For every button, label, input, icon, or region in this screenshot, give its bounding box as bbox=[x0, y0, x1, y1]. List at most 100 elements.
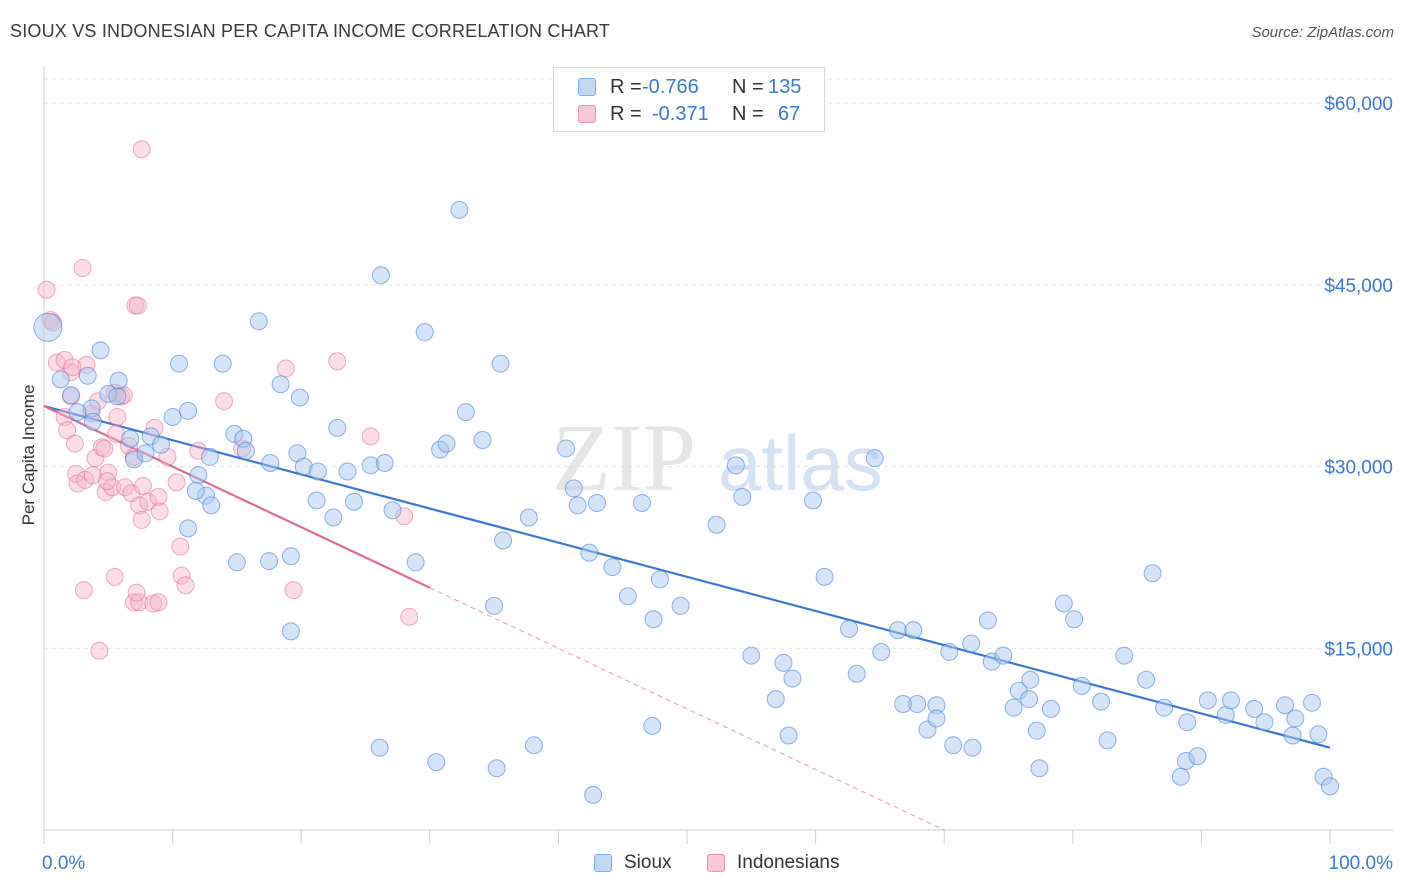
sioux-point bbox=[491, 354, 510, 373]
indonesians-point bbox=[108, 407, 127, 426]
sioux-point bbox=[742, 646, 761, 665]
sioux-point bbox=[603, 558, 622, 577]
legend-n-label: N = bbox=[732, 102, 764, 125]
indonesians-point bbox=[361, 427, 380, 446]
sioux-point bbox=[62, 386, 81, 405]
series-legend-sioux[interactable]: Sioux bbox=[594, 852, 672, 874]
sioux-point bbox=[83, 412, 102, 431]
indonesians-point bbox=[284, 581, 303, 600]
indonesians-point bbox=[167, 473, 186, 492]
sioux-point bbox=[485, 596, 504, 615]
legend-r-label: R = bbox=[610, 102, 642, 125]
y-axis-label: Per Capita Income bbox=[19, 385, 38, 526]
sioux-point bbox=[375, 453, 394, 472]
sioux-point bbox=[815, 567, 834, 586]
sioux-legend-label: Sioux bbox=[624, 852, 672, 873]
series-legend: Sioux Indonesians bbox=[0, 852, 1406, 878]
sioux-point bbox=[200, 447, 219, 466]
sioux-point bbox=[170, 354, 189, 373]
sioux-point bbox=[163, 407, 182, 426]
pink-points bbox=[37, 140, 419, 660]
sioux-point bbox=[437, 434, 456, 453]
sioux-point bbox=[774, 653, 793, 672]
sioux-point bbox=[1115, 646, 1134, 665]
indonesians-point bbox=[65, 434, 84, 453]
sioux-point bbox=[202, 496, 221, 515]
indonesians-point bbox=[328, 352, 347, 371]
sioux-point bbox=[344, 492, 363, 511]
sioux-point bbox=[213, 354, 232, 373]
sioux-point bbox=[186, 481, 205, 500]
sioux-point bbox=[450, 200, 469, 219]
sioux-point bbox=[587, 493, 606, 512]
sioux-point bbox=[33, 312, 63, 342]
indonesians-point bbox=[172, 566, 191, 585]
indonesians-point bbox=[86, 449, 105, 468]
sioux-point bbox=[904, 621, 923, 640]
sioux-point bbox=[236, 441, 255, 460]
sioux-point bbox=[1021, 670, 1040, 689]
indonesians-point bbox=[90, 641, 109, 660]
blue-points bbox=[33, 200, 1339, 804]
sioux-point bbox=[68, 403, 87, 422]
sioux-point bbox=[136, 444, 155, 463]
sioux-point bbox=[643, 716, 662, 735]
sioux-point bbox=[307, 491, 326, 510]
indonesians-point bbox=[128, 296, 147, 315]
sioux-point bbox=[179, 519, 198, 538]
sioux-point bbox=[908, 695, 927, 714]
sioux-point bbox=[324, 508, 343, 527]
sioux-point bbox=[406, 553, 425, 572]
legend-row-sioux: R = -0.766 N = 135 bbox=[578, 74, 801, 100]
legend-swatch-pink bbox=[578, 105, 596, 123]
sioux-point bbox=[927, 709, 946, 728]
sioux-point bbox=[580, 543, 599, 562]
legend-swatch-blue bbox=[578, 78, 596, 96]
sioux-point bbox=[249, 312, 268, 331]
sioux-point bbox=[383, 501, 402, 520]
sioux-point bbox=[227, 553, 246, 572]
y-tick-label: $45,000 bbox=[1324, 276, 1393, 297]
sioux-point bbox=[78, 366, 97, 385]
indonesians-point bbox=[105, 567, 124, 586]
indonesians-point bbox=[127, 583, 146, 602]
series-legend-indonesians[interactable]: Indonesians bbox=[707, 852, 839, 874]
legend-r-value: -0.766 bbox=[642, 75, 699, 98]
sioux-point bbox=[1188, 747, 1207, 766]
y-tick-labels: $15,000 $30,000 $45,000 $60,000 bbox=[1324, 94, 1393, 660]
sioux-point bbox=[121, 429, 140, 448]
sioux-point bbox=[1198, 691, 1217, 710]
indonesians-point bbox=[139, 492, 158, 511]
sioux-point bbox=[1286, 709, 1305, 728]
sioux-point bbox=[427, 753, 446, 772]
sioux-point bbox=[978, 611, 997, 630]
sioux-point bbox=[872, 642, 891, 661]
sioux-point bbox=[1143, 564, 1162, 583]
sioux-point bbox=[1004, 698, 1023, 717]
indonesians-point bbox=[149, 487, 168, 506]
indonesians-legend-label: Indonesians bbox=[737, 852, 840, 873]
sioux-point bbox=[290, 388, 309, 407]
sioux-point bbox=[726, 456, 745, 475]
sioux-point bbox=[766, 690, 785, 709]
sioux-point bbox=[940, 642, 959, 661]
indonesians-point bbox=[150, 502, 169, 521]
sioux-point bbox=[370, 738, 389, 757]
legend-n-value: 67 bbox=[778, 102, 801, 125]
sioux-point bbox=[1054, 594, 1073, 613]
sioux-point bbox=[260, 552, 279, 571]
indonesians-swatch bbox=[707, 854, 725, 872]
watermark: ZIP atlas bbox=[552, 404, 883, 511]
sioux-point bbox=[783, 669, 802, 688]
sioux-point bbox=[1178, 713, 1197, 732]
legend-n-value: 135 bbox=[768, 75, 802, 98]
sioux-point bbox=[733, 487, 752, 506]
sioux-point bbox=[632, 493, 651, 512]
sioux-point bbox=[1275, 696, 1294, 715]
sioux-point bbox=[281, 622, 300, 641]
sioux-point bbox=[1283, 726, 1302, 745]
indonesians-point bbox=[132, 140, 151, 159]
sioux-point bbox=[281, 547, 300, 566]
indonesians-point bbox=[95, 439, 114, 458]
